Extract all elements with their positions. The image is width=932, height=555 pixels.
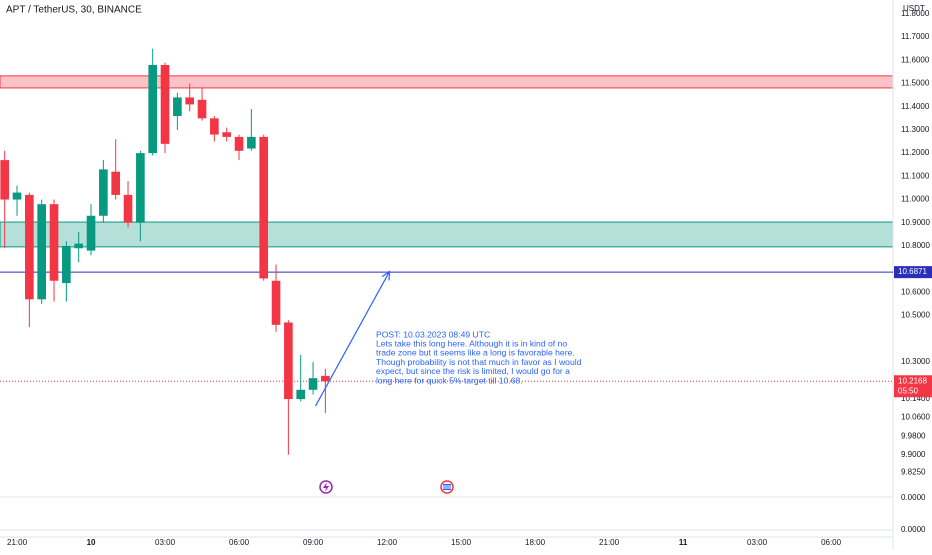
- y-tick-label: 9.9000: [901, 450, 926, 459]
- last-price-tag: [894, 375, 932, 398]
- y-tick-label: 10.9000: [901, 218, 930, 227]
- candle-body: [49, 204, 59, 281]
- zone: [0, 75, 894, 89]
- x-tick-label: 03:00: [747, 538, 768, 547]
- arrow-line: [314, 271, 391, 407]
- annotation-line: Lets take this long here. Although it is…: [376, 338, 567, 348]
- candle-body: [308, 378, 318, 390]
- candle-body: [247, 136, 256, 149]
- candle-body: [271, 280, 281, 325]
- candle-body: [12, 192, 22, 200]
- event-icon[interactable]: [319, 480, 333, 494]
- candle-body: [284, 322, 293, 400]
- last-price-label: 10.2168: [898, 376, 927, 385]
- x-tick-label: 12:00: [377, 538, 398, 547]
- y-tick-label: 10.6000: [901, 287, 930, 296]
- x-tick-label: 06:00: [229, 538, 250, 547]
- countdown: 05:50: [898, 386, 919, 395]
- flag-icon[interactable]: [440, 480, 454, 494]
- annotation-line: expect, but since the risk is limited, I…: [376, 366, 570, 376]
- candle-body: [296, 389, 306, 400]
- x-tick-label: 21:00: [7, 538, 28, 547]
- y-tick-label: 11.0000: [901, 195, 930, 204]
- y-tick-label: 11.5000: [901, 79, 930, 88]
- annotation-line: Though probability is not that much in f…: [376, 357, 582, 367]
- candle-body: [173, 97, 182, 117]
- y-tick-label: 9.8250: [901, 467, 926, 476]
- candle-body: [234, 136, 244, 151]
- arrow-head: [381, 270, 391, 281]
- candle-body: [99, 169, 108, 216]
- x-tick-label: 18:00: [525, 538, 546, 547]
- candle-body: [185, 97, 195, 105]
- candle-body: [111, 171, 121, 195]
- candle-body: [222, 132, 232, 137]
- level-label: 10.6871: [898, 267, 927, 276]
- x-tick-label: 10: [87, 538, 96, 547]
- candle-body: [0, 160, 10, 200]
- x-tick-label: 11: [679, 538, 688, 547]
- candle-body: [136, 153, 145, 223]
- level-tag: [894, 266, 932, 279]
- x-tick-label: 03:00: [155, 538, 176, 547]
- candle-body: [148, 64, 158, 154]
- candle-body: [321, 375, 330, 382]
- annotation-line: POST: 10.03.2023 08:49 UTC: [376, 329, 490, 339]
- y-tick-label: 11.8000: [901, 9, 930, 18]
- lower-pane-tick: 0.0000: [901, 525, 926, 534]
- candle-body: [259, 136, 269, 279]
- x-tick-label: 06:00: [821, 538, 842, 547]
- candle-body: [210, 118, 219, 135]
- candle-body: [86, 215, 96, 251]
- candle-body: [160, 64, 170, 144]
- candle-body: [25, 194, 34, 300]
- y-tick-label: 10.5000: [901, 311, 930, 320]
- y-tick-label: 11.1000: [901, 171, 930, 180]
- x-tick-label: 09:00: [303, 538, 324, 547]
- y-tick-label: 11.7000: [901, 32, 930, 41]
- y-tick-label: 10.8000: [901, 241, 930, 250]
- y-tick-label: 10.1400: [901, 394, 930, 403]
- candle-body: [197, 99, 207, 119]
- y-tick-label: 11.6000: [901, 55, 930, 64]
- annotation-line: trade zone but it seems like a long is f…: [376, 348, 575, 358]
- y-tick-label: 11.2000: [901, 148, 930, 157]
- y-tick-label: 9.9800: [901, 431, 926, 440]
- y-tick-label: 11.3000: [901, 125, 930, 134]
- candle-body: [37, 204, 47, 300]
- x-tick-label: 21:00: [599, 538, 620, 547]
- y-tick-label: 11.4000: [901, 102, 930, 111]
- x-tick-label: 15:00: [451, 538, 472, 547]
- annotation-line: long here for quick 5% target till 10.68…: [376, 375, 523, 385]
- y-tick-label: 10.3000: [901, 357, 930, 366]
- candle-body: [62, 245, 71, 284]
- lower-pane-tick: 0.0000: [901, 493, 926, 502]
- candle-body: [74, 243, 84, 249]
- zone: [0, 221, 894, 248]
- y-tick-label: 10.0600: [901, 413, 930, 422]
- currency: USDT: [903, 4, 925, 13]
- chart-title: APT / TetherUS, 30, BINANCE: [6, 5, 142, 16]
- candle-body: [123, 194, 133, 223]
